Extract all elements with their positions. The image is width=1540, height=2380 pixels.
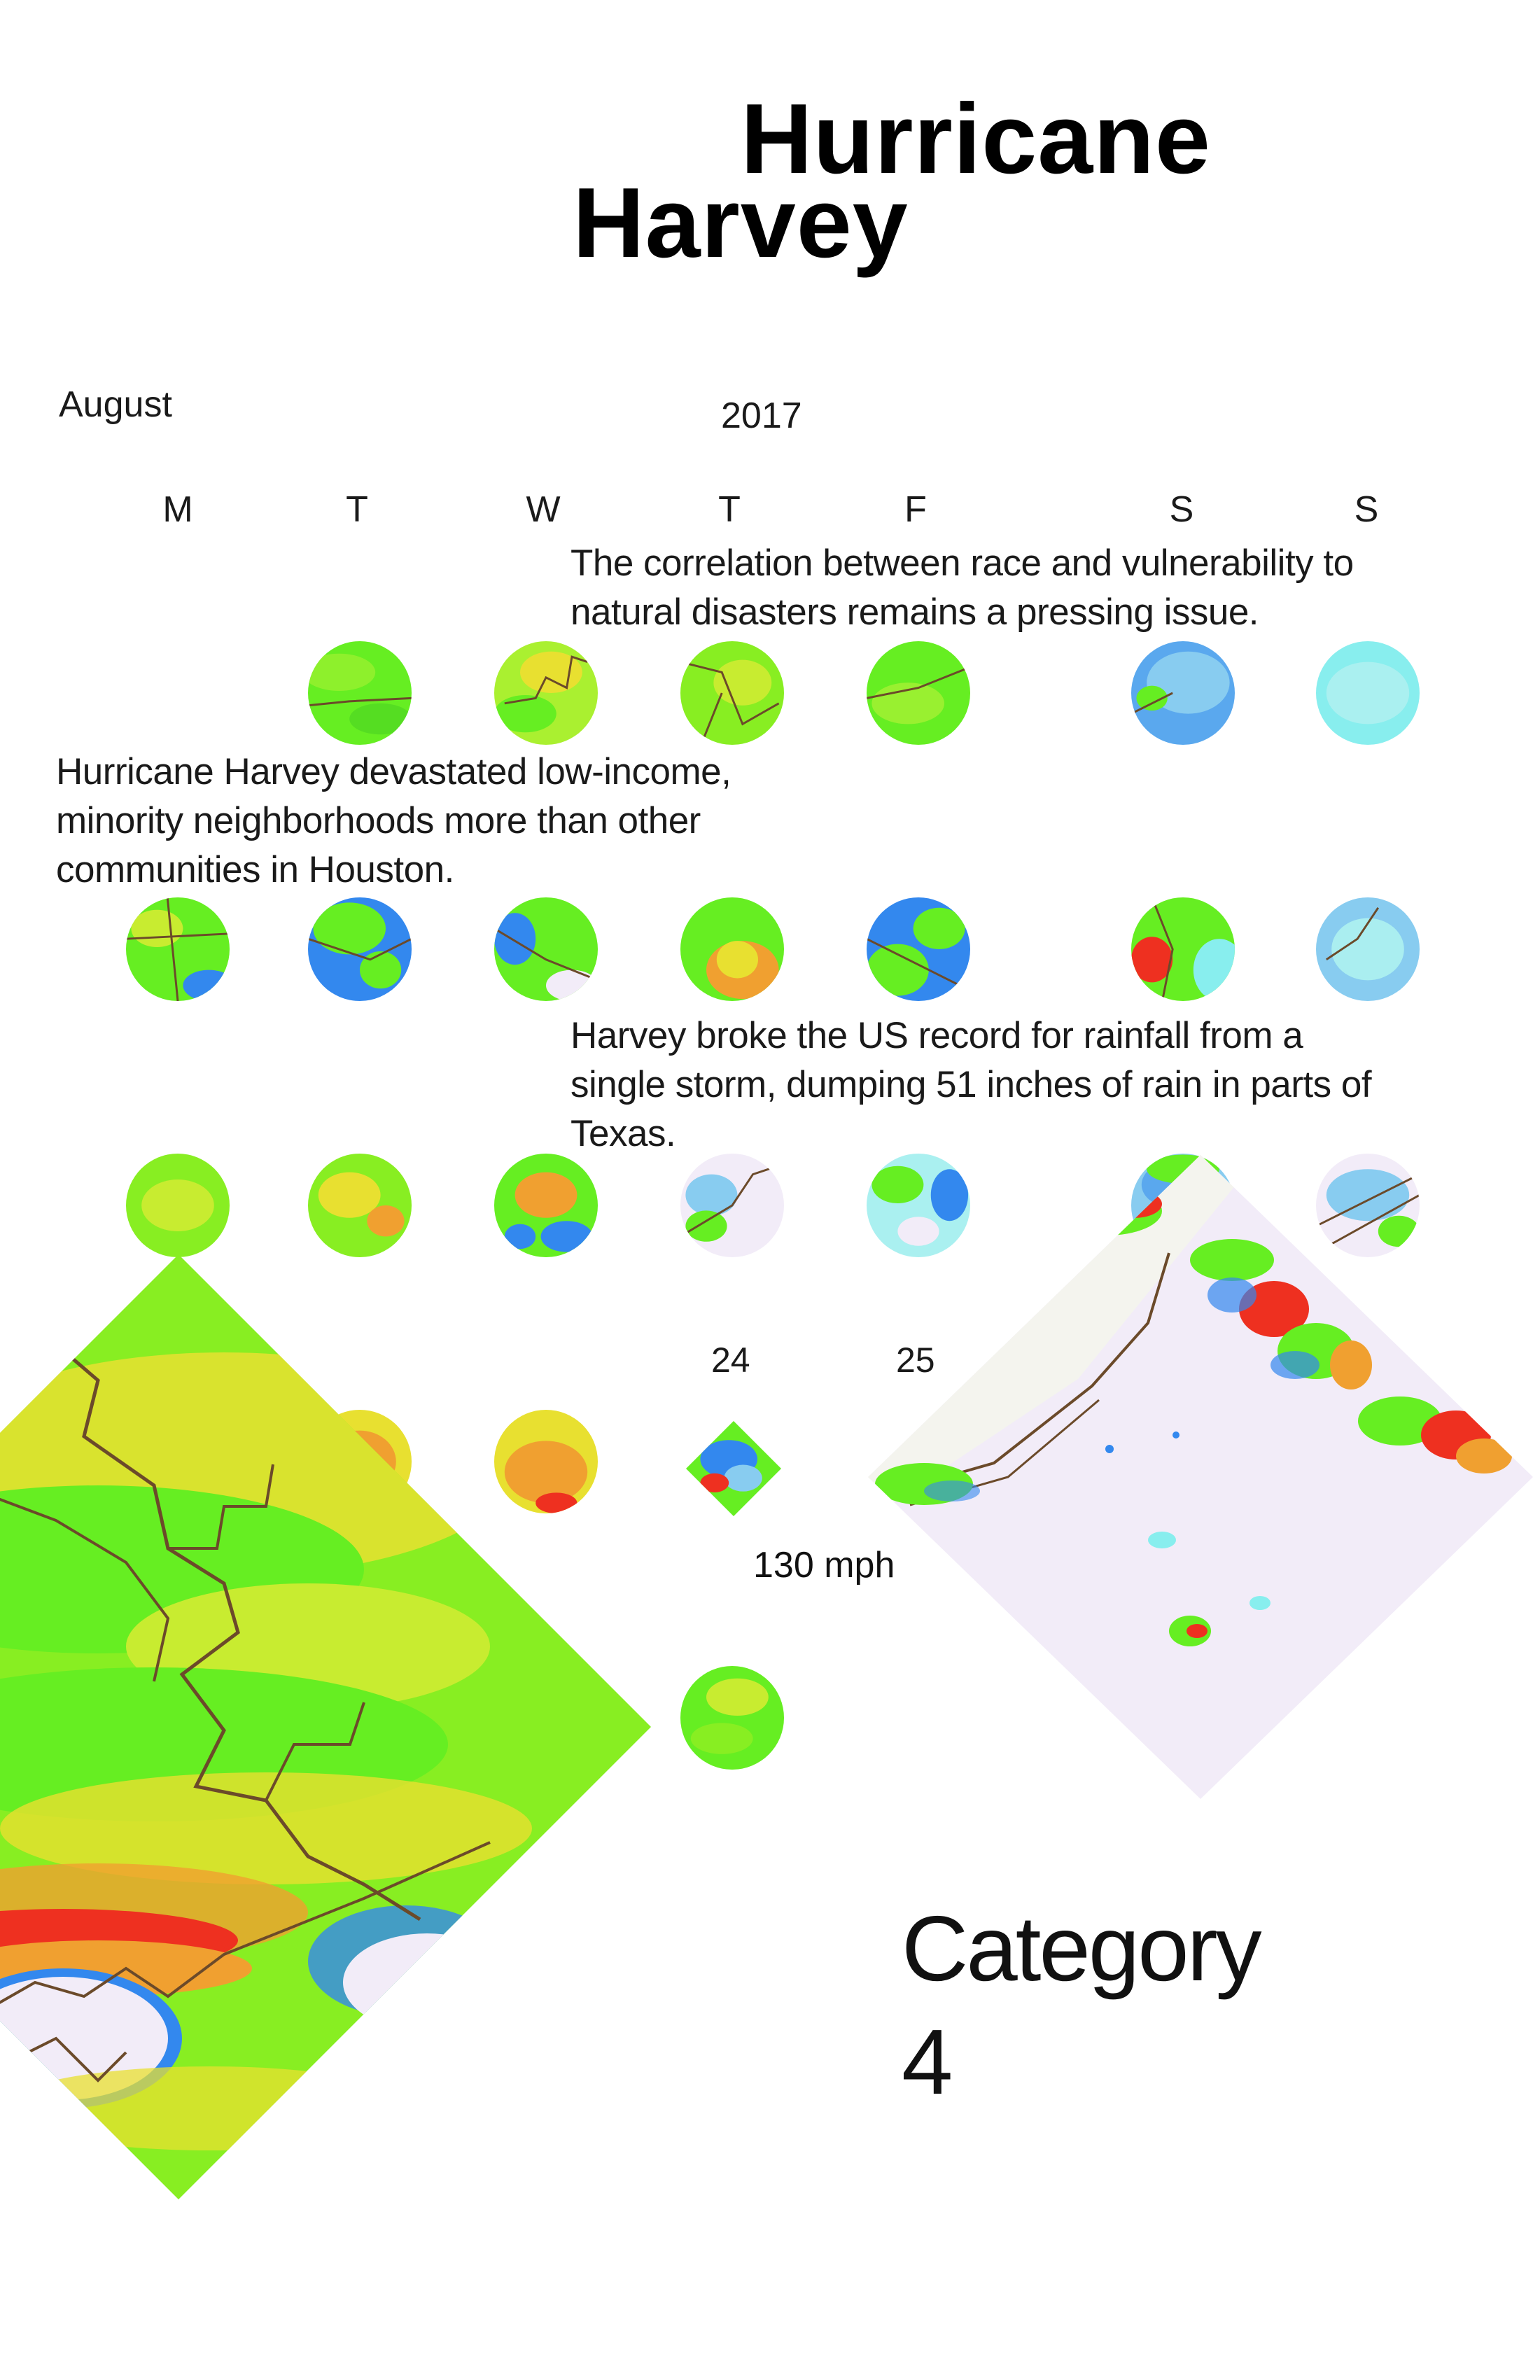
- radar-dot: [308, 897, 412, 1001]
- weekday-tue: T: [346, 489, 368, 530]
- radar-dot: [680, 1154, 784, 1257]
- radar-dot: [494, 1154, 598, 1257]
- radar-dot: [867, 1154, 970, 1257]
- title-line-2: Harvey: [573, 167, 909, 279]
- month-label: August: [59, 384, 172, 425]
- radar-dot: [1316, 1154, 1420, 1257]
- radar-dot: [308, 641, 412, 745]
- weekday-wed: W: [526, 489, 561, 530]
- wind-speed-label: 130 mph: [753, 1545, 895, 1586]
- weekday-thu: T: [718, 489, 741, 530]
- radar-dot: [1316, 897, 1420, 1001]
- radar-dot: [680, 897, 784, 1001]
- radar-dot: [494, 1410, 598, 1513]
- radar-dot: [308, 1154, 412, 1257]
- category-number: 4: [902, 2010, 953, 2113]
- day-number-24: 24: [711, 1340, 750, 1380]
- radar-dot: [494, 641, 598, 745]
- weekday-sun: S: [1354, 489, 1379, 530]
- radar-dot: [1131, 641, 1235, 745]
- day-number-25: 25: [896, 1340, 935, 1380]
- title-line-1: Hurricane: [741, 83, 1211, 195]
- year-label: 2017: [721, 396, 802, 436]
- radar-dot: [1316, 641, 1420, 745]
- radar-map-coastline: [868, 1155, 1533, 1799]
- radar-dot: [126, 897, 230, 1001]
- radar-dot: [680, 641, 784, 745]
- radar-diamond-small: [686, 1421, 781, 1520]
- radar-dot: [126, 1154, 230, 1257]
- weekday-fri: F: [904, 489, 927, 530]
- caption-rainfall-record: Harvey broke the US record for rainfall …: [570, 1015, 1372, 1154]
- caption-low-income-neighborhoods: Hurricane Harvey devastated low-income, …: [56, 751, 732, 890]
- radar-map-hurricane-eye: [0, 1254, 651, 2199]
- weekday-mon: M: [162, 489, 193, 530]
- weekday-sat: S: [1169, 489, 1194, 530]
- radar-dot: [1131, 897, 1235, 1001]
- radar-dot: [680, 1666, 784, 1770]
- radar-dot: [494, 897, 598, 1001]
- radar-dot: [867, 641, 970, 745]
- category-label: Category: [902, 1897, 1262, 2000]
- radar-dot: [867, 897, 970, 1001]
- caption-race-vulnerability: The correlation between race and vulnera…: [570, 542, 1354, 633]
